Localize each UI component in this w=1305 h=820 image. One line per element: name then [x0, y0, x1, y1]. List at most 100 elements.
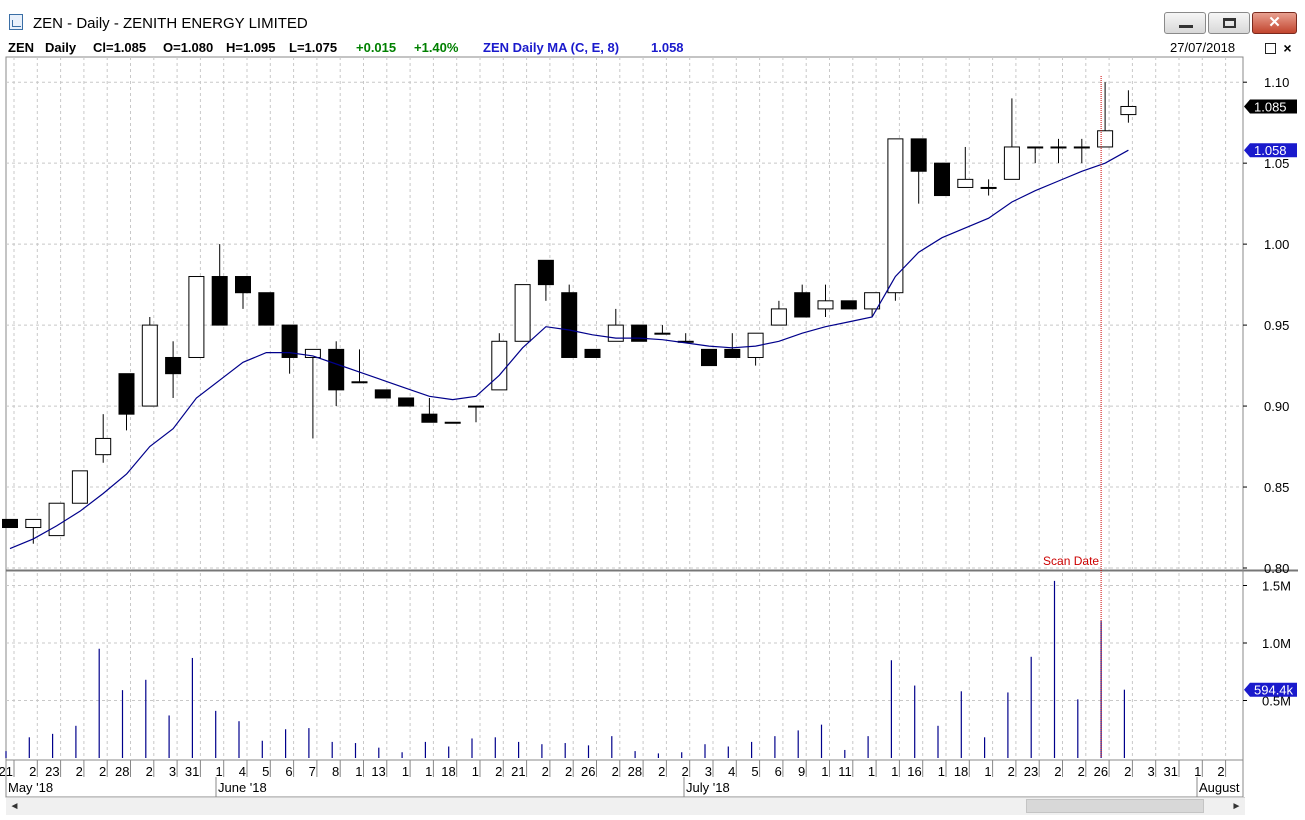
- date-tick-label: 2: [1124, 764, 1131, 779]
- date-tick-label: 21: [0, 764, 13, 779]
- chart-close-icon[interactable]: ×: [1283, 40, 1292, 56]
- close-icon: ✕: [1268, 14, 1281, 31]
- date-tick-label: 21: [511, 764, 525, 779]
- date-tick-label: 31: [185, 764, 199, 779]
- candle-body: [701, 348, 717, 367]
- candle-body: [281, 324, 298, 358]
- horizontal-scrollbar[interactable]: ◄ ►: [6, 797, 1245, 815]
- chart-frame: [5, 56, 1244, 798]
- date-tick-label: 2: [681, 764, 688, 779]
- title-bar[interactable]: ZEN - Daily - ZENITH ENERGY LIMITED ✕: [0, 0, 1305, 38]
- scroll-right-icon[interactable]: ►: [1231, 801, 1242, 812]
- date-tick-label: 4: [239, 764, 246, 779]
- change-value: +0.015: [356, 40, 397, 55]
- candle-body: [71, 470, 88, 504]
- date-tick-label: 1: [1194, 764, 1201, 779]
- candle-body: [235, 276, 251, 294]
- last-price-tag: 1.085: [1244, 99, 1297, 114]
- candle-body: [165, 356, 182, 375]
- candle-body: [561, 292, 578, 358]
- close-button[interactable]: ✕: [1252, 12, 1297, 34]
- candle-body: [304, 348, 321, 358]
- candle-body: [491, 340, 508, 391]
- candle-body: [1050, 146, 1067, 149]
- candle-body: [817, 300, 834, 310]
- candle-body: [770, 308, 787, 326]
- date-tick-label: 6: [285, 764, 292, 779]
- candle-body: [141, 324, 158, 407]
- date-tick-label: 3: [705, 764, 712, 779]
- date-tick-label: 2: [542, 764, 549, 779]
- candle-body: [258, 292, 275, 326]
- candle-body: [211, 276, 228, 326]
- high-value: H=1.095: [226, 40, 276, 55]
- date-tick-label: 1: [355, 764, 362, 779]
- date-tick-label: 2: [29, 764, 36, 779]
- date-tick-label: 23: [45, 764, 59, 779]
- candle-body: [48, 502, 65, 537]
- candle-body: [1073, 146, 1090, 149]
- candle-body: [584, 348, 601, 358]
- date-tick-label: 2: [495, 764, 502, 779]
- candle-body: [631, 324, 648, 342]
- date-tick-label: 28: [628, 764, 642, 779]
- candle-body: [537, 259, 554, 286]
- ma-value-tag: 1.058: [1244, 143, 1297, 158]
- candle-body: [910, 138, 927, 172]
- date-tick-label: 2: [565, 764, 572, 779]
- candle-body: [95, 437, 112, 456]
- date-tick-label: 13: [371, 764, 385, 779]
- date-tick-label: 3: [169, 764, 176, 779]
- candle-body: [840, 300, 857, 310]
- maximize-button[interactable]: [1208, 12, 1250, 34]
- candle-body: [724, 348, 741, 358]
- scan-date-label: Scan Date: [1043, 554, 1099, 568]
- date-tick-label: 2: [1054, 764, 1061, 779]
- scroll-left-icon[interactable]: ◄: [9, 801, 20, 812]
- candle-body: [25, 518, 42, 529]
- month-label: May '18: [8, 780, 53, 795]
- chart-restore-icon[interactable]: [1265, 43, 1276, 54]
- candle-body: [747, 332, 764, 358]
- candle-body: [794, 292, 811, 318]
- scrollbar-thumb[interactable]: [1026, 799, 1204, 813]
- candle-body: [421, 413, 438, 423]
- date-tick-label: 4: [728, 764, 735, 779]
- date-tick-label: 2: [146, 764, 153, 779]
- date-tick-label: 16: [907, 764, 921, 779]
- ma-value-tag-bg: [1244, 143, 1297, 158]
- chart-info-bar: ZEN Daily Cl=1.085 O=1.080 H=1.095 L=1.0…: [6, 38, 1300, 57]
- date-tick-label: 9: [798, 764, 805, 779]
- candle-body: [934, 162, 950, 197]
- date-tick-label: 31: [1164, 764, 1178, 779]
- candle-body: [957, 178, 974, 188]
- price-tick-label: 0.80: [1264, 561, 1289, 576]
- candle-body: [1097, 130, 1114, 148]
- ma-indicator-label: ZEN Daily MA (C, E, 8): [483, 40, 620, 55]
- chart-date: 27/07/2018: [1170, 40, 1236, 55]
- candle-body: [1003, 146, 1020, 180]
- last-price-tag-bg: [1244, 99, 1297, 114]
- date-tick-label: 1: [472, 764, 479, 779]
- minimize-button[interactable]: [1164, 12, 1206, 34]
- date-tick-label: 2: [99, 764, 106, 779]
- date-tick-label: 6: [775, 764, 782, 779]
- moving-average-line: [9, 149, 1129, 550]
- date-tick-label: 28: [115, 764, 129, 779]
- price-tick-label: 0.85: [1264, 480, 1289, 495]
- open-value: O=1.080: [163, 40, 214, 55]
- month-label: July '18: [686, 780, 730, 795]
- candle-body: [607, 324, 624, 342]
- date-tick-label: 5: [262, 764, 269, 779]
- ma-indicator-value: 1.058: [651, 40, 684, 55]
- volume-tick-label: 1.0M: [1262, 636, 1291, 651]
- date-tick-label: 2: [1217, 764, 1224, 779]
- date-tick-label: 1: [425, 764, 432, 779]
- date-tick-label: 2: [612, 764, 619, 779]
- date-tick-label: 2: [1008, 764, 1015, 779]
- chart-app-icon: [9, 14, 23, 30]
- date-tick-label: 5: [751, 764, 758, 779]
- last-volume-tag-text: 594.4k: [1254, 683, 1294, 698]
